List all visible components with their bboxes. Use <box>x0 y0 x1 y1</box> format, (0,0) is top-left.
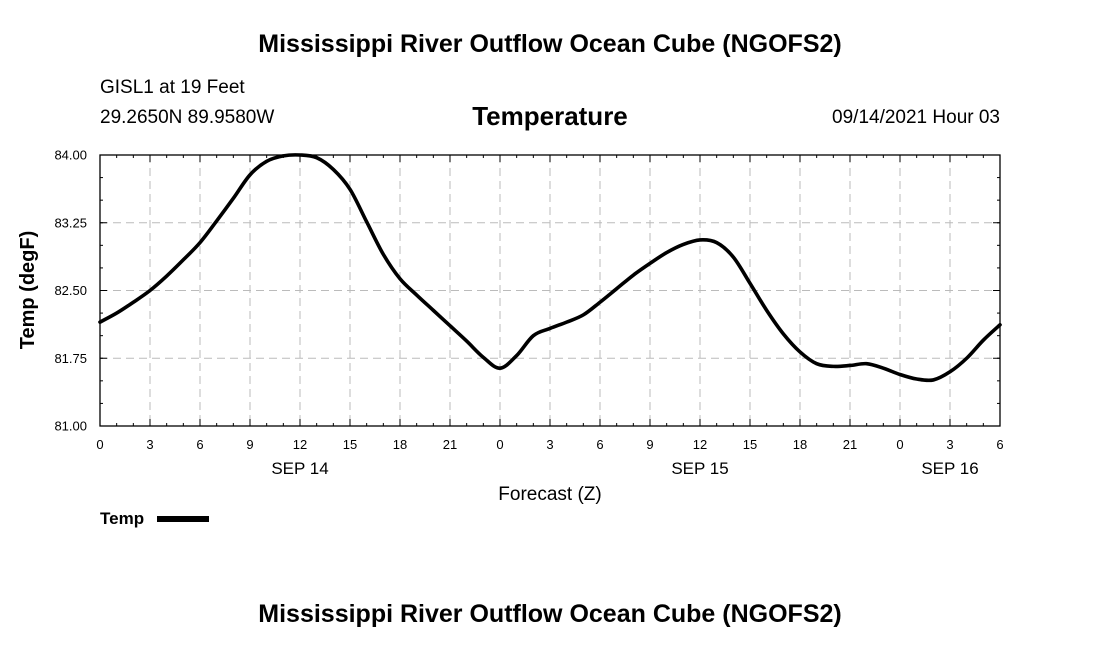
x-tick-label: 18 <box>793 437 807 452</box>
x-tick-label: 6 <box>996 437 1003 452</box>
x-tick-label: 6 <box>596 437 603 452</box>
x-tick-labels: 0 3 6 9 12 15 18 21 0 3 6 9 12 15 18 21 0 3 6 <box>96 437 1003 452</box>
x-tick-label: 3 <box>146 437 153 452</box>
legend-label: Temp <box>100 509 145 528</box>
axis-ticks <box>99 154 1001 427</box>
date-label: SEP 15 <box>671 459 728 478</box>
station-name: GISL1 at 19 Feet <box>100 77 245 98</box>
x-tick-label: 12 <box>293 437 307 452</box>
forecast-datetime: 09/14/2021 Hour 03 <box>832 107 1000 128</box>
y-tick-labels: 81.00 81.75 82.50 83.25 84.00 <box>54 148 87 434</box>
y-tick-label: 84.00 <box>54 148 87 163</box>
legend-swatch <box>156 516 209 522</box>
date-labels: SEP 14 SEP 15 SEP 16 <box>271 459 978 478</box>
station-coordinates: 29.2650N 89.9580W <box>100 107 275 128</box>
y-axis-label: Temp (degF) <box>17 231 39 350</box>
y-tick-label: 81.00 <box>54 419 87 434</box>
x-tick-label: 9 <box>646 437 653 452</box>
chart-title: Temperature <box>472 101 628 131</box>
legend: Temp <box>100 509 209 531</box>
x-tick-label: 0 <box>496 437 503 452</box>
x-tick-label: 6 <box>196 437 203 452</box>
date-label: SEP 14 <box>271 459 328 478</box>
x-tick-label: 18 <box>393 437 407 452</box>
x-tick-label: 0 <box>896 437 903 452</box>
series-line-temp <box>98 153 1002 383</box>
grid-lines <box>100 155 1000 426</box>
x-tick-label: 3 <box>546 437 553 452</box>
x-tick-label: 21 <box>443 437 457 452</box>
x-tick-label: 0 <box>96 437 103 452</box>
bottom-title: Mississippi River Outflow Ocean Cube (NG… <box>258 600 842 628</box>
x-tick-label: 15 <box>743 437 757 452</box>
x-tick-label: 15 <box>343 437 357 452</box>
y-tick-label: 82.50 <box>54 283 87 298</box>
x-tick-label: 12 <box>693 437 707 452</box>
y-tick-label: 83.25 <box>54 215 87 230</box>
date-label: SEP 16 <box>921 459 978 478</box>
top-title: Mississippi River Outflow Ocean Cube (NG… <box>258 30 842 58</box>
x-tick-label: 9 <box>246 437 253 452</box>
x-tick-label: 21 <box>843 437 857 452</box>
x-tick-label: 3 <box>946 437 953 452</box>
x-axis-label: Forecast (Z) <box>498 484 601 505</box>
y-tick-label: 81.75 <box>54 351 87 366</box>
